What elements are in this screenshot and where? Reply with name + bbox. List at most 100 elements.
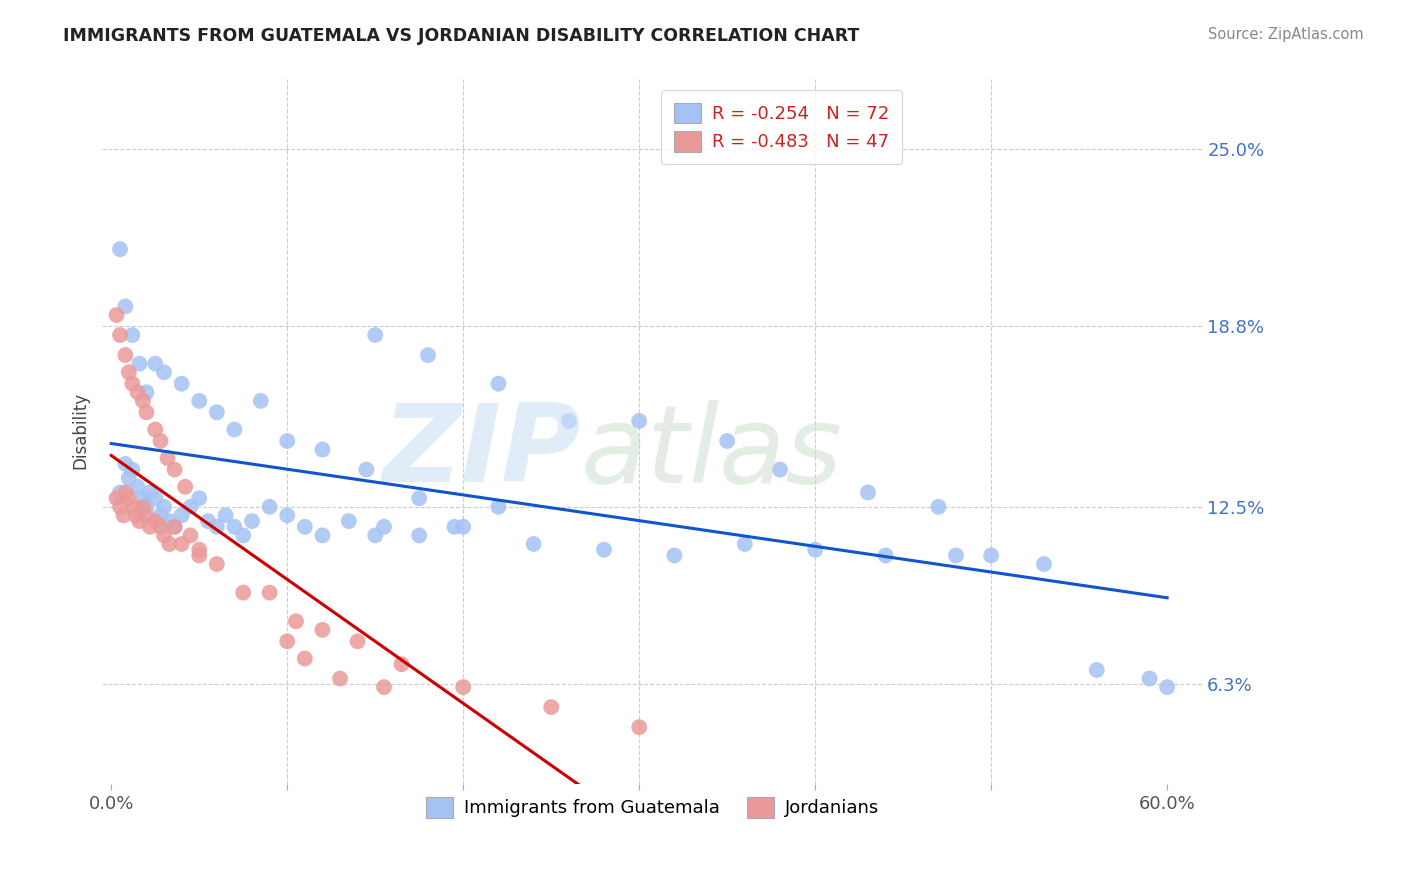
- Point: [329, 672, 352, 686]
- Point: [408, 491, 430, 506]
- Point: [373, 680, 395, 694]
- Point: [170, 376, 193, 391]
- Point: [135, 500, 157, 514]
- Point: [157, 514, 180, 528]
- Point: [1156, 680, 1178, 694]
- Point: [179, 500, 201, 514]
- Point: [188, 393, 211, 408]
- Point: [143, 514, 166, 528]
- Point: [143, 491, 166, 506]
- Point: [205, 405, 228, 419]
- Point: [156, 451, 179, 466]
- Point: [628, 720, 651, 734]
- Point: [157, 537, 180, 551]
- Point: [232, 528, 254, 542]
- Point: [294, 651, 316, 665]
- Point: [105, 308, 128, 322]
- Point: [276, 434, 298, 448]
- Y-axis label: Disability: Disability: [72, 392, 89, 469]
- Point: [945, 549, 967, 563]
- Point: [391, 657, 413, 672]
- Point: [259, 585, 281, 599]
- Point: [451, 520, 474, 534]
- Point: [135, 508, 157, 523]
- Point: [927, 500, 949, 514]
- Point: [135, 385, 157, 400]
- Point: [205, 557, 228, 571]
- Point: [139, 520, 162, 534]
- Point: [240, 514, 263, 528]
- Point: [311, 528, 333, 542]
- Point: [734, 537, 756, 551]
- Point: [276, 508, 298, 523]
- Point: [170, 508, 193, 523]
- Point: [127, 480, 149, 494]
- Point: [108, 500, 131, 514]
- Point: [356, 462, 378, 476]
- Point: [163, 520, 186, 534]
- Point: [188, 542, 211, 557]
- Point: [804, 542, 827, 557]
- Point: [1033, 557, 1056, 571]
- Text: atlas: atlas: [581, 400, 842, 505]
- Point: [132, 393, 155, 408]
- Point: [558, 414, 581, 428]
- Point: [311, 442, 333, 457]
- Point: [451, 680, 474, 694]
- Point: [1139, 672, 1161, 686]
- Point: [163, 520, 186, 534]
- Point: [149, 508, 172, 523]
- Point: [593, 542, 616, 557]
- Point: [121, 376, 143, 391]
- Point: [118, 471, 141, 485]
- Point: [205, 520, 228, 534]
- Point: [276, 634, 298, 648]
- Point: [716, 434, 738, 448]
- Point: [114, 348, 136, 362]
- Point: [127, 385, 149, 400]
- Point: [250, 393, 273, 408]
- Point: [153, 528, 176, 542]
- Point: [114, 485, 136, 500]
- Point: [149, 434, 172, 448]
- Point: [108, 328, 131, 343]
- Point: [128, 514, 150, 528]
- Point: [224, 423, 246, 437]
- Text: IMMIGRANTS FROM GUATEMALA VS JORDANIAN DISABILITY CORRELATION CHART: IMMIGRANTS FROM GUATEMALA VS JORDANIAN D…: [63, 27, 859, 45]
- Point: [364, 528, 387, 542]
- Point: [105, 491, 128, 506]
- Point: [373, 520, 395, 534]
- Point: [114, 457, 136, 471]
- Point: [132, 491, 155, 506]
- Point: [121, 328, 143, 343]
- Point: [153, 365, 176, 379]
- Point: [174, 480, 197, 494]
- Point: [346, 634, 368, 648]
- Legend: Immigrants from Guatemala, Jordanians: Immigrants from Guatemala, Jordanians: [419, 789, 886, 825]
- Point: [285, 614, 308, 628]
- Point: [125, 508, 148, 523]
- Point: [153, 500, 176, 514]
- Point: [875, 549, 897, 563]
- Point: [197, 514, 219, 528]
- Point: [540, 700, 562, 714]
- Point: [128, 357, 150, 371]
- Point: [214, 508, 236, 523]
- Point: [132, 500, 155, 514]
- Point: [170, 537, 193, 551]
- Point: [856, 485, 879, 500]
- Point: [259, 500, 281, 514]
- Point: [416, 348, 439, 362]
- Point: [337, 514, 360, 528]
- Point: [224, 520, 246, 534]
- Point: [408, 528, 430, 542]
- Point: [108, 242, 131, 256]
- Point: [486, 500, 509, 514]
- Point: [443, 520, 465, 534]
- Point: [121, 462, 143, 476]
- Point: [232, 585, 254, 599]
- Point: [112, 508, 135, 523]
- Point: [139, 485, 162, 500]
- Point: [664, 549, 686, 563]
- Point: [108, 485, 131, 500]
